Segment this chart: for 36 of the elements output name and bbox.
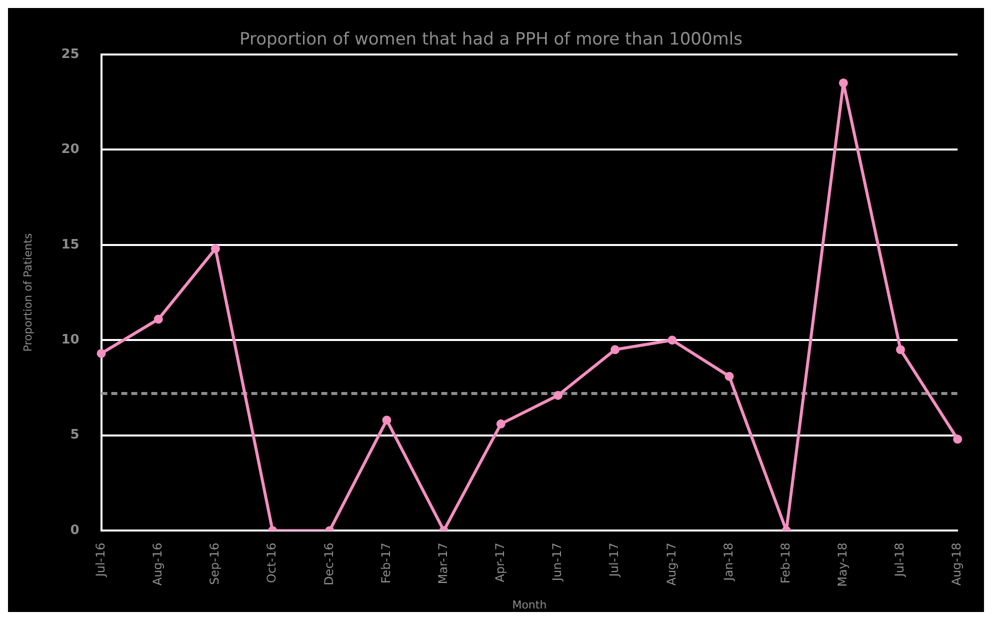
- x-tick-label: Dec-16: [322, 542, 336, 586]
- x-tick-label: Jul-16: [93, 542, 108, 578]
- x-tick-label: Jan-18: [721, 542, 736, 582]
- x-tick-label: Aug-17: [664, 542, 678, 586]
- point: [382, 416, 392, 425]
- x-tick-label: May-18: [836, 542, 850, 587]
- point: [953, 434, 962, 444]
- point: [96, 348, 106, 358]
- x-tick-label: Feb-18: [778, 542, 792, 584]
- y-tick-label: 5: [70, 428, 80, 443]
- x-tick-label: Jun-17: [550, 542, 564, 582]
- x-tick-label: Sep-16: [208, 542, 222, 585]
- point: [610, 345, 620, 354]
- y-tick-label: 15: [61, 237, 80, 252]
- y-tick-label: 0: [70, 522, 80, 538]
- x-tick-label: Aug-16: [150, 542, 165, 586]
- x-tick-label: Aug-18: [950, 542, 964, 586]
- x-tick-label: Mar-17: [436, 542, 450, 584]
- point: [896, 345, 906, 354]
- x-tick-label: Feb-17: [378, 542, 393, 584]
- y-axis-title: Proportion of Patients: [21, 233, 34, 352]
- y-tick-label: 10: [61, 332, 80, 348]
- x-tick-label: Jul-18: [892, 542, 907, 578]
- y-tick-label: 25: [61, 46, 80, 62]
- point: [496, 419, 506, 428]
- point: [553, 390, 562, 400]
- y-tick-label: 20: [61, 142, 80, 158]
- chart-title: Proportion of women that had a PPH of more than 1000mls: [240, 30, 743, 50]
- point: [210, 244, 220, 254]
- x-tick-label: Jul-17: [607, 542, 622, 578]
- point: [724, 372, 734, 381]
- point: [668, 336, 677, 345]
- point: [154, 314, 163, 324]
- x-tick-label: Apr-17: [493, 542, 508, 582]
- x-tick-label: Oct-16: [264, 542, 279, 583]
- x-axis-title: Month: [512, 598, 547, 612]
